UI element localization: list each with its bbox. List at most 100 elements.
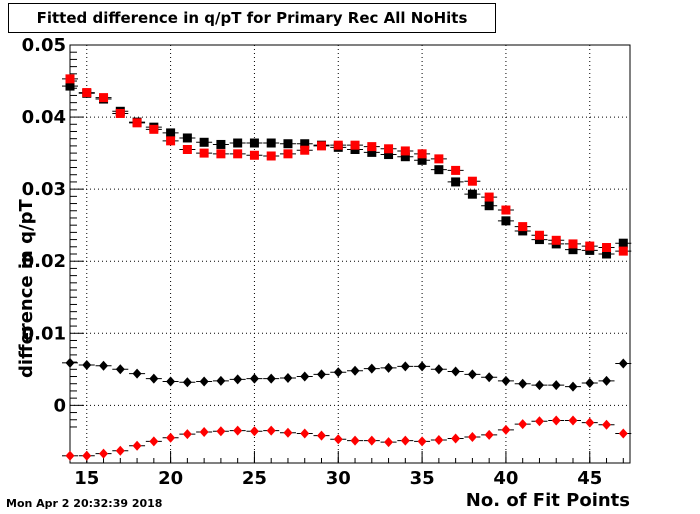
data-point-square	[216, 149, 226, 159]
data-point-diamond	[501, 424, 511, 435]
data-point-diamond	[82, 450, 92, 461]
y-tick-label: 0.04	[22, 107, 66, 128]
x-tick-label: 35	[410, 468, 435, 489]
data-point-diamond	[551, 380, 561, 391]
data-point-diamond	[568, 415, 578, 426]
data-point-square	[467, 176, 477, 186]
data-point-diamond	[618, 428, 628, 439]
grid-lines	[70, 44, 630, 463]
chart-title: Fitted difference in q/pT for Primary Re…	[8, 3, 496, 33]
data-point-diamond	[166, 432, 176, 443]
data-point-square	[417, 155, 427, 165]
x-axis-label: No. of Fit Points	[465, 490, 630, 511]
data-point-diamond	[417, 436, 427, 447]
data-point-diamond	[467, 432, 477, 443]
data-point-square	[434, 165, 444, 175]
data-point-diamond	[115, 364, 125, 375]
data-point-square	[216, 139, 226, 149]
data-point-square	[501, 216, 511, 226]
data-point-square	[82, 88, 92, 98]
timestamp: Mon Apr 2 20:32:39 2018	[6, 497, 163, 510]
series-4	[62, 415, 632, 461]
data-point-square	[115, 108, 125, 118]
data-point-diamond	[166, 376, 176, 387]
data-point-diamond	[283, 427, 293, 438]
series-3	[62, 357, 632, 392]
data-point-diamond	[618, 358, 628, 369]
data-point-square	[434, 154, 444, 164]
data-point-diamond	[534, 416, 544, 427]
data-point-diamond	[434, 434, 444, 445]
data-point-diamond	[333, 434, 343, 445]
y-tick-label: 0	[53, 395, 66, 416]
data-point-square	[400, 146, 410, 156]
data-point-diamond	[199, 376, 209, 387]
y-tick-label: 0.02	[22, 251, 66, 272]
plot-frame	[69, 44, 631, 464]
data-point-square	[484, 192, 494, 202]
data-point-diamond	[249, 426, 259, 437]
data-point-square	[199, 148, 209, 158]
data-point-diamond	[350, 435, 360, 446]
data-point-square	[484, 201, 494, 211]
series-2	[62, 74, 632, 256]
data-point-diamond	[149, 373, 159, 384]
data-point-diamond	[249, 373, 259, 384]
data-point-diamond	[484, 372, 494, 383]
data-point-square	[585, 241, 595, 251]
data-point-square	[501, 205, 511, 215]
data-point-diamond	[484, 429, 494, 440]
data-point-diamond	[451, 433, 461, 444]
data-point-diamond	[384, 362, 394, 373]
data-point-diamond	[82, 359, 92, 370]
data-point-square	[602, 243, 612, 253]
data-point-square	[166, 136, 176, 146]
data-point-square	[283, 139, 293, 149]
data-point-diamond	[216, 375, 226, 386]
data-point-diamond	[551, 415, 561, 426]
data-point-diamond	[233, 374, 243, 385]
data-point-square	[333, 140, 343, 150]
data-point-square	[300, 145, 310, 155]
data-point-square	[316, 141, 326, 151]
data-point-square	[266, 138, 276, 148]
data-point-diamond	[132, 440, 142, 451]
data-point-square	[451, 165, 461, 175]
data-point-diamond	[451, 366, 461, 377]
data-point-diamond	[65, 357, 75, 368]
data-point-diamond	[266, 373, 276, 384]
data-point-diamond	[367, 363, 377, 374]
data-point-diamond	[501, 375, 511, 386]
data-point-diamond	[115, 445, 125, 456]
data-point-diamond	[367, 435, 377, 446]
data-point-diamond	[182, 429, 192, 440]
data-point-diamond	[316, 430, 326, 441]
data-point-diamond	[333, 367, 343, 378]
data-point-diamond	[602, 419, 612, 430]
data-point-diamond	[283, 372, 293, 383]
x-tick-label: 45	[577, 468, 602, 489]
data-point-square	[249, 150, 259, 160]
data-point-square	[132, 118, 142, 128]
data-point-square	[283, 149, 293, 159]
data-point-square	[166, 128, 176, 138]
data-point-square	[467, 189, 477, 199]
x-tick-label: 40	[493, 468, 518, 489]
data-point-diamond	[300, 371, 310, 382]
data-point-square	[233, 149, 243, 159]
data-point-diamond	[602, 375, 612, 386]
data-point-square	[149, 124, 159, 134]
data-point-square	[618, 246, 628, 256]
data-point-square	[350, 140, 360, 150]
y-tick-label: 0.01	[22, 323, 66, 344]
data-point-square	[99, 93, 109, 103]
data-point-diamond	[400, 435, 410, 446]
data-point-square	[618, 238, 628, 248]
data-point-square	[602, 249, 612, 259]
data-point-diamond	[182, 377, 192, 388]
data-point-diamond	[400, 361, 410, 372]
data-point-diamond	[568, 381, 578, 392]
data-point-diamond	[434, 364, 444, 375]
data-point-square	[65, 81, 75, 91]
